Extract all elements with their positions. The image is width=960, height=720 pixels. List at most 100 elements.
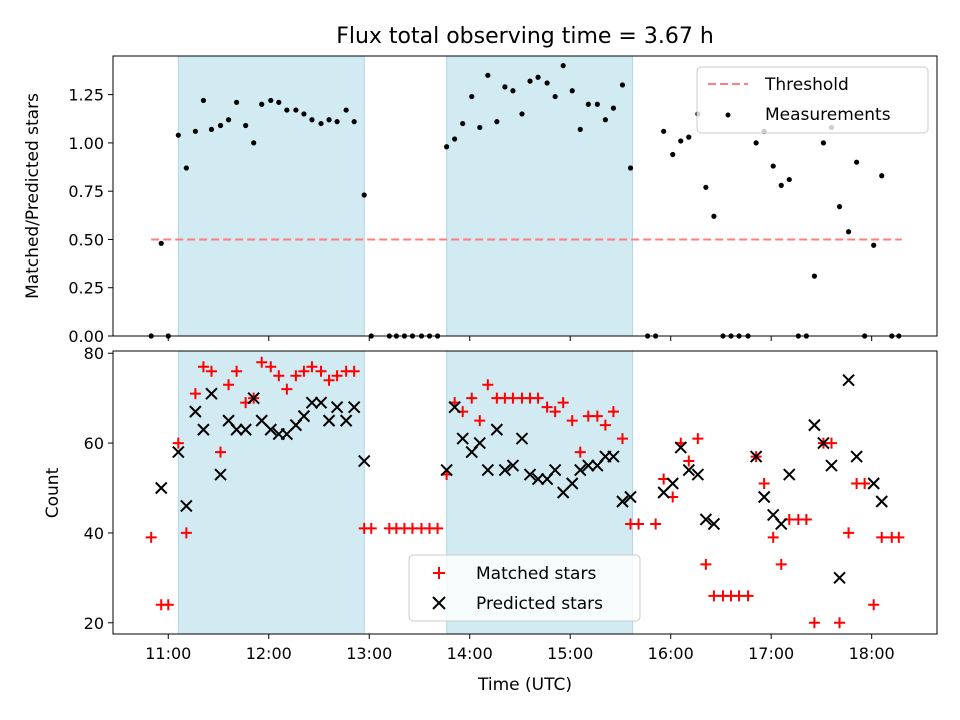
matched-star-point [331,370,343,382]
predicted-star-point [297,409,311,423]
measurement-point [444,144,450,150]
predicted-star-point [205,387,218,400]
legend-threshold-label: Threshold [764,75,849,95]
measurement-point [510,88,516,94]
matched-star-point [323,374,335,386]
predicted-star-point [674,441,687,454]
predicted-star-point [691,468,705,481]
x-tick-label: 16:00 [648,644,694,663]
measurement-point [334,119,340,125]
predicted-star-point [867,477,880,490]
matched-star-point [541,401,553,413]
legend-measurements-label: Measurements [765,105,891,125]
measurement-point [469,93,475,100]
measurement-point [318,120,324,127]
predicted-star-point [515,432,529,445]
matched-star-point [223,379,235,391]
matched-star-point [834,617,846,629]
bottom-legend-box [408,554,641,622]
matched-star-point [825,437,837,449]
x-tick-label: 17:00 [748,644,794,663]
x-tick-label: 12:00 [246,644,292,663]
measurement-point [217,122,224,129]
measurement-point [309,117,315,123]
measurement-point [268,97,274,104]
matched-star-point [315,365,327,377]
top-y-tick-label: 0.00 [68,327,104,346]
measurement-point [845,229,852,235]
predicted-star-point [616,495,629,508]
predicted-star-point [666,477,679,490]
measurement-point [192,128,198,134]
bottom-y-tick-label: 60 [84,434,104,453]
predicted-star-point [699,513,713,526]
predicted-star-point [783,468,796,481]
predicted-star-point [448,400,461,414]
predicted-star-point [330,400,344,414]
predicted-star-point [358,454,371,468]
measurement-point [619,82,626,88]
measurement-point [610,105,617,111]
matched-star-point [599,419,611,431]
matched-star-point [532,392,544,404]
predicted-star-point [749,450,763,463]
matched-star-point [172,437,184,449]
matched-star-point [306,361,318,373]
matched-star-point [298,365,310,377]
bottom-x-ticks: 11:00 12:00 13:00 14:00 15:00 16:00 17:00 18:00 [145,634,895,663]
measurement-point [577,126,583,132]
predicted-star-point [808,418,821,432]
measurement-point [535,74,541,80]
x-axis-label: Time (UTC) [477,675,572,695]
measurement-point [703,184,709,190]
predicted-star-point [825,459,838,472]
measurement-point [519,111,525,117]
legend-matched-label: Matched stars [476,564,596,584]
measurement-point [326,117,332,123]
predicted-star-point [574,463,587,477]
matched-star-point [692,433,704,445]
measurement-point [678,138,684,144]
bottom-axes-frame [112,350,938,635]
measurement-point [477,124,483,131]
measurement-point [602,117,608,123]
measurement-point [351,119,357,125]
x-tick-label: 13:00 [346,644,392,663]
predicted-star-point [347,400,361,414]
predicted-star-point [440,463,453,477]
matched-star-point [808,617,820,629]
matched-star-point [273,370,285,382]
top-y-axis-label: Matched/Predicted stars [23,93,43,299]
measurement-point [460,120,466,127]
predicted-star-point [531,472,545,486]
top-observing-bands [177,55,634,337]
measurement-point [293,107,299,113]
top-legend: Threshold Measurements [696,66,929,134]
bottom-y-tick-label: 20 [84,614,104,633]
predicted-star-points [155,373,888,585]
predicted-star-point [523,468,537,481]
measurement-point [560,63,566,69]
matched-star-point [162,599,174,611]
legend-measurements-swatch [725,112,731,118]
matched-star-point [893,531,905,543]
measurement-point [183,165,189,171]
matched-star-point [281,383,293,395]
predicted-star-point [264,423,277,436]
predicted-star-point [230,423,243,436]
predicted-star-point [180,499,193,513]
predicted-star-point [707,517,721,531]
measurement-point [301,111,307,117]
measurement-point [494,119,500,125]
top-y-tick-label: 0.75 [68,182,104,201]
measurement-point [452,136,458,142]
measurement-point [361,192,367,198]
predicted-star-point [247,391,260,405]
measurement-point [786,176,792,183]
predicted-star-point [548,463,562,477]
measurement-point [661,128,667,134]
matched-star-point [205,365,217,377]
predicted-star-point [498,463,512,477]
matched-star-point [616,433,628,445]
